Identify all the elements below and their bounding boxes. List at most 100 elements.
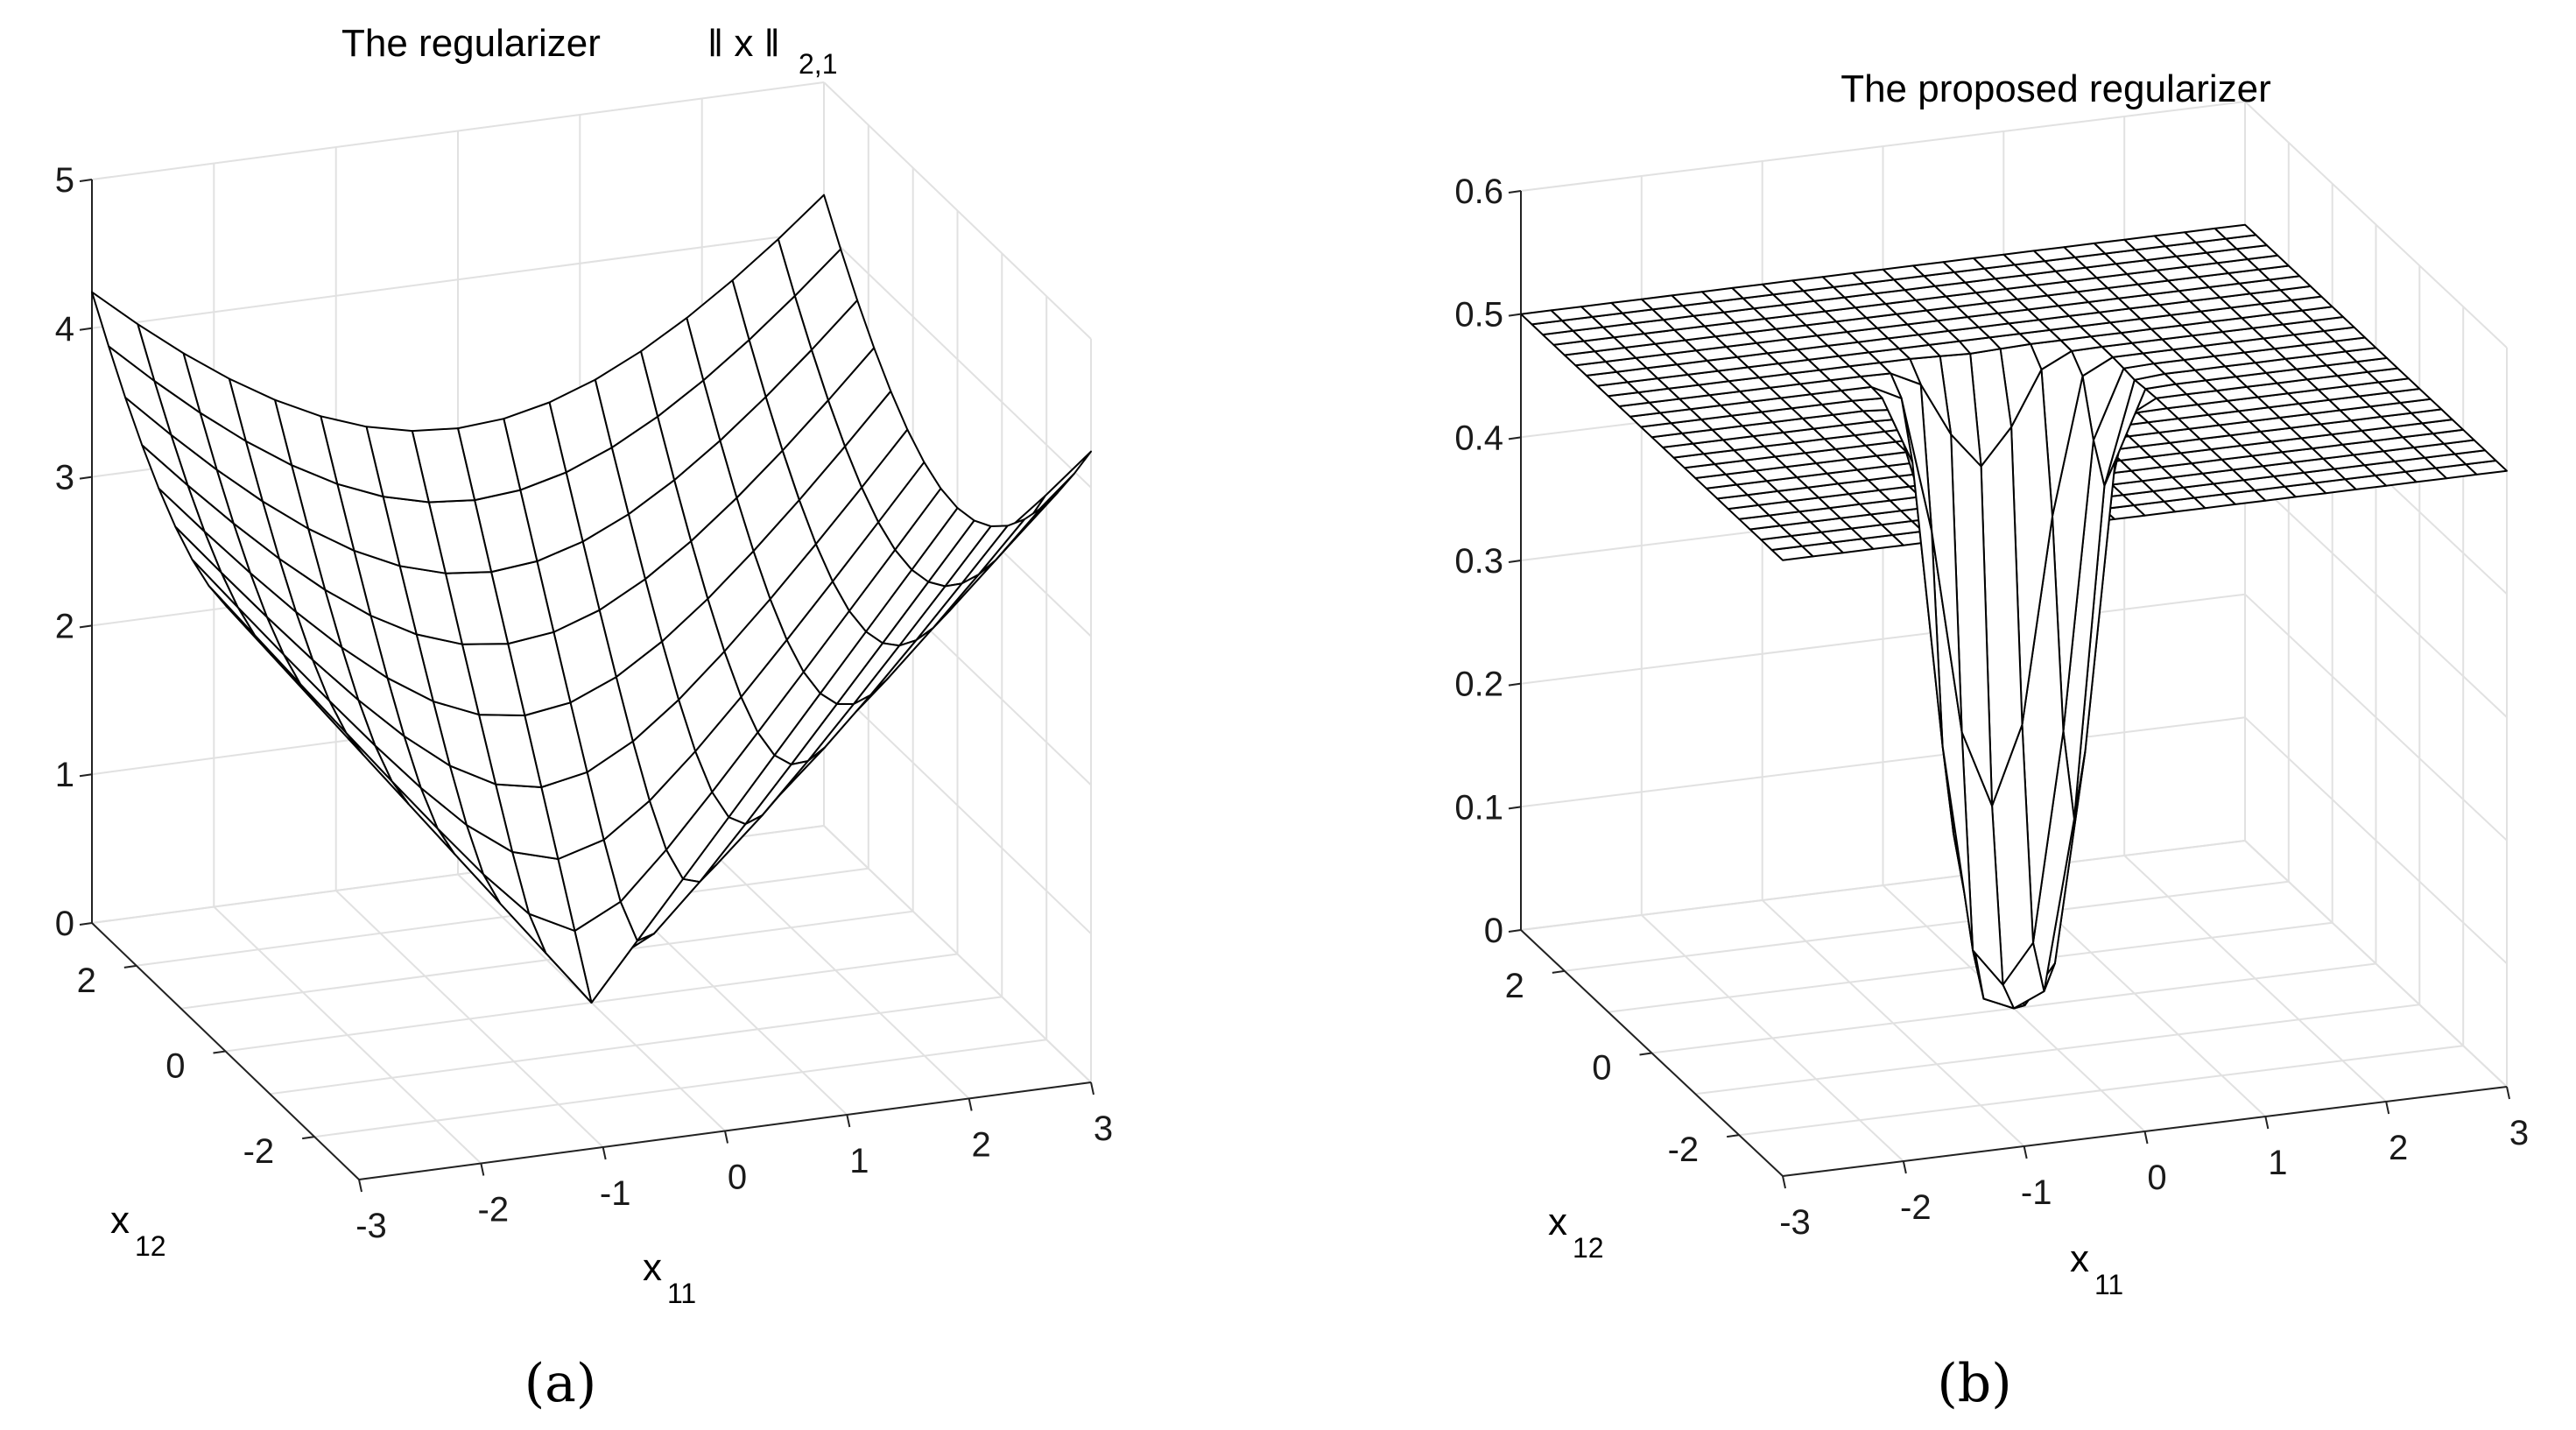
x-axis-label-b-subscript: 11 [2094, 1269, 2123, 1300]
floor-gridline-y [314, 1039, 1047, 1138]
y-tick-label: 0 [1592, 1049, 1611, 1088]
y-axis-label-b: x [1548, 1201, 1567, 1243]
y-tick-label: -2 [243, 1132, 275, 1171]
z-tick-mark [1508, 929, 1522, 933]
z-tick-label: 0 [55, 905, 74, 943]
z-tick-label: 0.6 [1454, 173, 1503, 211]
y-axis-label-a: x [110, 1199, 130, 1242]
x-tick-mark [2023, 1145, 2028, 1159]
title-b: The proposed regularizer [1841, 67, 2271, 110]
y-tick-mark [213, 1050, 226, 1054]
floor-gridline-y [1608, 921, 2333, 1013]
x-tick-label: 0 [2147, 1159, 2166, 1197]
z-tick-label: 2 [55, 607, 74, 645]
back-wall-gridline-z [1520, 716, 2246, 808]
side-wall-gridline-z [2244, 470, 2508, 718]
z-tick-mark [79, 475, 93, 480]
y-tick-mark [1552, 969, 1565, 974]
z-tick-mark [1508, 436, 1522, 440]
z-tick-label: 0.1 [1454, 788, 1503, 827]
x-tick-label: -1 [2021, 1173, 2052, 1212]
x-tick-mark [602, 1146, 607, 1160]
x-tick-mark [724, 1131, 728, 1144]
x-tick-label: -1 [600, 1174, 631, 1213]
z-tick-label: 0.2 [1454, 666, 1503, 704]
surface-patch [1520, 309, 1563, 326]
y-tick-label: 2 [1505, 967, 1524, 1005]
y-axis-label-a-subscript: 12 [135, 1230, 166, 1262]
title-a: The regularizer [341, 22, 601, 65]
y-tick-mark [1727, 1134, 1740, 1138]
x-tick-label: -2 [478, 1191, 510, 1229]
z-tick-mark [1508, 560, 1522, 563]
x-tick-label: 1 [849, 1142, 869, 1180]
z-tick-label: 0.5 [1454, 296, 1503, 335]
surface-mesh-b [1520, 223, 2508, 1010]
side-wall-gridline-z [2244, 593, 2508, 842]
x-axis-label-a: x [643, 1246, 662, 1289]
y-tick-mark [302, 1136, 315, 1140]
z-tick-label: 0 [1484, 912, 1503, 950]
back-wall-gridline-z [91, 229, 825, 329]
x-tick-mark [1902, 1160, 1907, 1174]
x-tick-label: 2 [2389, 1129, 2408, 1167]
y-tick-label: -2 [1668, 1131, 1700, 1169]
x-tick-label: 3 [1094, 1109, 1113, 1148]
floor-gridline-y [1695, 1004, 2420, 1095]
x-tick-mark [1090, 1081, 1094, 1095]
x-tick-label: -2 [1900, 1188, 1932, 1227]
surface-patch [91, 291, 156, 382]
x-tick-mark [1782, 1175, 1786, 1189]
x-tick-mark [2385, 1101, 2390, 1115]
caption-a: (a) [524, 1353, 597, 1414]
x-tick-label: 1 [2268, 1144, 2287, 1182]
back-wall-gridline-z [1520, 101, 2246, 192]
back-wall-gridline-z [91, 81, 825, 180]
x-tick-label: 3 [2509, 1114, 2529, 1152]
y-tick-mark [123, 964, 137, 969]
x-axis-label-b: x [2070, 1237, 2089, 1280]
x-axis-label-a-subscript: 11 [667, 1278, 696, 1309]
x-tick-label: -3 [1779, 1203, 1811, 1242]
z-tick-label: 0.4 [1454, 419, 1503, 457]
z-tick-mark [79, 922, 93, 926]
x-tick-mark [2264, 1116, 2270, 1130]
x-tick-label: -3 [355, 1207, 387, 1245]
z-tick-mark [79, 773, 93, 778]
floor-gridline-y [180, 910, 913, 1010]
surface-mesh-a [91, 194, 1092, 1004]
side-wall-gridline-z [823, 230, 1092, 489]
title-a-norm: ‖ x ‖ [707, 22, 780, 65]
z-tick-mark [1508, 190, 1522, 194]
x-tick-label: 2 [972, 1126, 991, 1165]
y-tick-label: 0 [165, 1047, 185, 1086]
x-tick-mark [846, 1114, 851, 1128]
y-tick-mark [1639, 1052, 1652, 1056]
z-tick-label: 1 [55, 756, 74, 794]
back-wall-gridline-z [1520, 840, 2246, 931]
x-tick-label: 0 [728, 1159, 747, 1197]
side-wall-gridline-z [823, 81, 1092, 340]
z-tick-label: 0.3 [1454, 542, 1503, 581]
z-tick-label: 4 [55, 310, 74, 349]
side-wall-gridline-z [2244, 840, 2508, 1088]
z-tick-mark [79, 624, 93, 629]
floor-gridline-y [270, 996, 1003, 1095]
x-tick-mark [358, 1179, 362, 1193]
z-tick-label: 3 [55, 459, 74, 497]
z-tick-mark [1508, 806, 1522, 810]
floor-gridline-y [1564, 880, 2289, 972]
z-tick-mark [1508, 682, 1522, 687]
x-tick-mark [480, 1163, 485, 1176]
x-tick-mark [2506, 1086, 2510, 1100]
floor-gridline-y [1739, 1045, 2464, 1137]
z-tick-mark [79, 327, 93, 331]
x-tick-mark [968, 1098, 973, 1111]
floor-gridline-y [136, 867, 869, 967]
z-tick-mark [79, 179, 93, 182]
